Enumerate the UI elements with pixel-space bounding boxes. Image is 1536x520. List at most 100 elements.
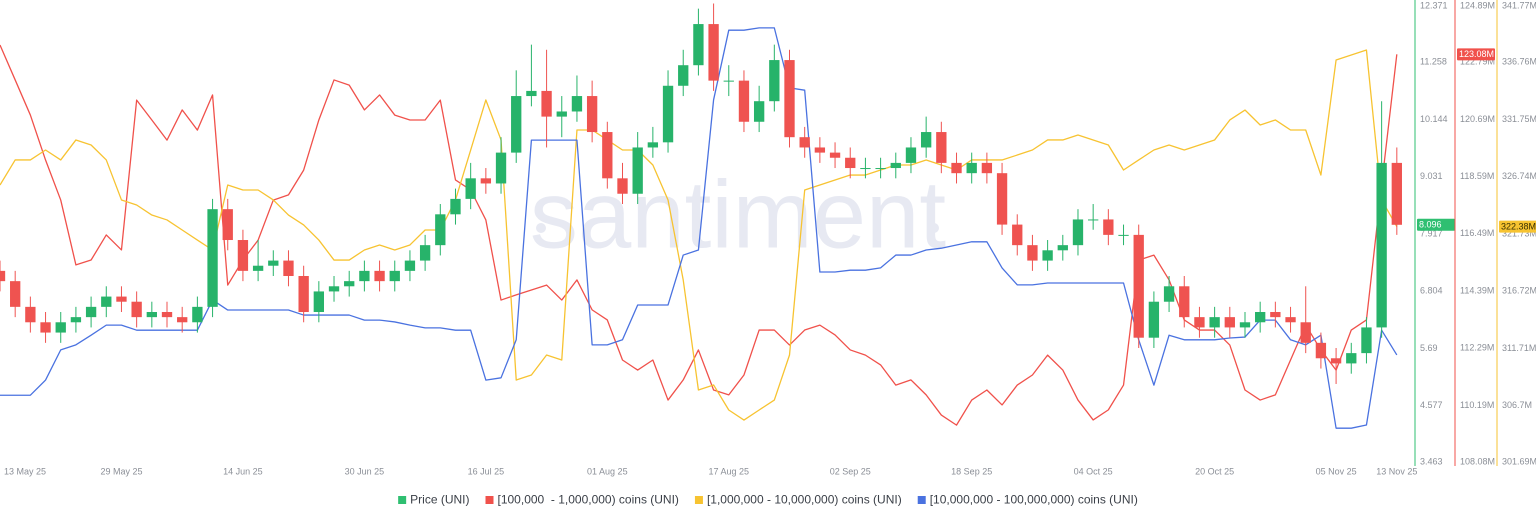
candle-body <box>161 311 173 318</box>
candle-body <box>875 168 886 170</box>
x-tick-label: 02 Sep 25 <box>830 466 871 476</box>
candle-body <box>1179 286 1190 318</box>
watermark-dot <box>536 223 546 233</box>
candle-body <box>252 265 264 271</box>
candle-body <box>0 270 6 282</box>
series-line <box>0 27 1398 429</box>
axes: 13 May 25 29 May 25 14 Jun 25 30 Jun 25 16 J… <box>4 0 1536 476</box>
x-tick-label: 29 May 25 <box>100 466 142 476</box>
candle-body <box>131 301 142 318</box>
y-tick-label: 118.59M <box>1460 171 1494 181</box>
candle-body <box>966 162 977 174</box>
candle-body <box>753 101 765 122</box>
watermark: santiment <box>530 161 946 268</box>
legend-swatch <box>485 496 494 504</box>
y-tick-label: 108.08M <box>1460 456 1495 466</box>
candle-body <box>389 270 400 282</box>
y-tick-label: 336.76M <box>1502 57 1536 67</box>
candle-body <box>920 132 932 148</box>
candle-body <box>480 178 492 184</box>
y-tick-label: 12.371 <box>1420 0 1448 10</box>
y-tick-label: 5.69 <box>1420 343 1438 353</box>
plot-area <box>0 3 1402 429</box>
candle-body <box>101 296 112 307</box>
candle-body <box>1330 358 1342 364</box>
candle-body <box>1300 322 1311 343</box>
candle-body <box>10 281 21 307</box>
candle-body <box>1361 327 1372 354</box>
last-value-badge <box>1417 218 1455 231</box>
candle-body <box>1391 162 1402 225</box>
candle-body <box>1270 311 1281 318</box>
legend: Price (UNI) [100,000 - 1,000,000) coins (… <box>398 493 1138 507</box>
candle-body <box>298 276 309 312</box>
candle-body <box>435 214 446 246</box>
candle-body <box>1209 317 1220 328</box>
candle-body <box>708 24 719 81</box>
candle-body <box>40 322 51 333</box>
y-tick-label: 331.75M <box>1502 114 1536 124</box>
candle-body <box>1194 317 1205 328</box>
candle-body <box>222 209 233 241</box>
candle-body <box>845 157 856 169</box>
candle-body <box>996 173 1008 225</box>
candle-body <box>374 270 385 282</box>
y-tick-label: 6.804 <box>1420 286 1443 296</box>
candle-body <box>1285 317 1296 323</box>
legend-label: Price (UNI) <box>410 493 469 507</box>
candle-body <box>1255 311 1266 323</box>
candle-body <box>814 147 826 153</box>
y-tick-label: 301.69M <box>1502 456 1536 466</box>
candle-body <box>1057 245 1068 251</box>
candle-body <box>662 85 674 143</box>
candle-body <box>419 245 431 261</box>
candle-body <box>951 162 962 174</box>
candle-body <box>723 80 734 82</box>
y-tick-label: 9.031 <box>1420 171 1443 181</box>
candle-body <box>556 111 567 117</box>
candle-body <box>1087 219 1099 221</box>
y-tick-label: 316.72M <box>1502 286 1536 296</box>
legend-label: [100,000 - 1,000,000) coins (UNI) <box>498 493 679 507</box>
y-tick-label: 311.71M <box>1502 343 1536 353</box>
y-tick-label: 10.144 <box>1420 114 1448 124</box>
x-tick-label: 01 Aug 25 <box>587 466 628 476</box>
watermark-dot <box>929 223 939 233</box>
candle-body <box>799 137 810 148</box>
candle-body <box>784 60 795 138</box>
candle-body <box>541 90 552 117</box>
y-tick-label: 122.79M <box>1460 57 1495 67</box>
candle-body <box>632 147 643 194</box>
legend-swatch <box>398 496 407 504</box>
candle-body <box>1239 322 1251 328</box>
candle-body <box>981 162 993 174</box>
candle-body <box>55 322 66 333</box>
candle-body <box>25 306 36 323</box>
candle-body <box>450 198 461 215</box>
candle-body <box>359 270 370 282</box>
candle-body <box>207 209 218 307</box>
candle-body <box>237 240 249 271</box>
legend-swatch <box>917 496 926 504</box>
x-tick-label: 13 May 25 <box>4 466 46 476</box>
candle-body <box>495 152 507 184</box>
x-tick-label: 30 Jun 25 <box>345 466 385 476</box>
series-line <box>0 49 1398 421</box>
candle-body <box>177 317 188 323</box>
legend-swatch <box>694 496 703 504</box>
y-tick-label: 3.463 <box>1420 456 1443 466</box>
y-tick-label: 110.19M <box>1460 400 1494 410</box>
candle-body <box>511 96 522 153</box>
candle-body <box>647 142 659 148</box>
candle-body <box>85 306 97 318</box>
y-tick-label: 326.74M <box>1502 171 1536 181</box>
candle-body <box>268 260 279 266</box>
y-tick-label: 11.258 <box>1420 57 1447 67</box>
y-tick-label: 7.917 <box>1420 228 1443 238</box>
watermark-group: santiment <box>530 161 946 268</box>
candle-body <box>1315 342 1327 359</box>
series-line <box>0 44 1398 426</box>
x-tick-label: 18 Sep 25 <box>951 466 992 476</box>
